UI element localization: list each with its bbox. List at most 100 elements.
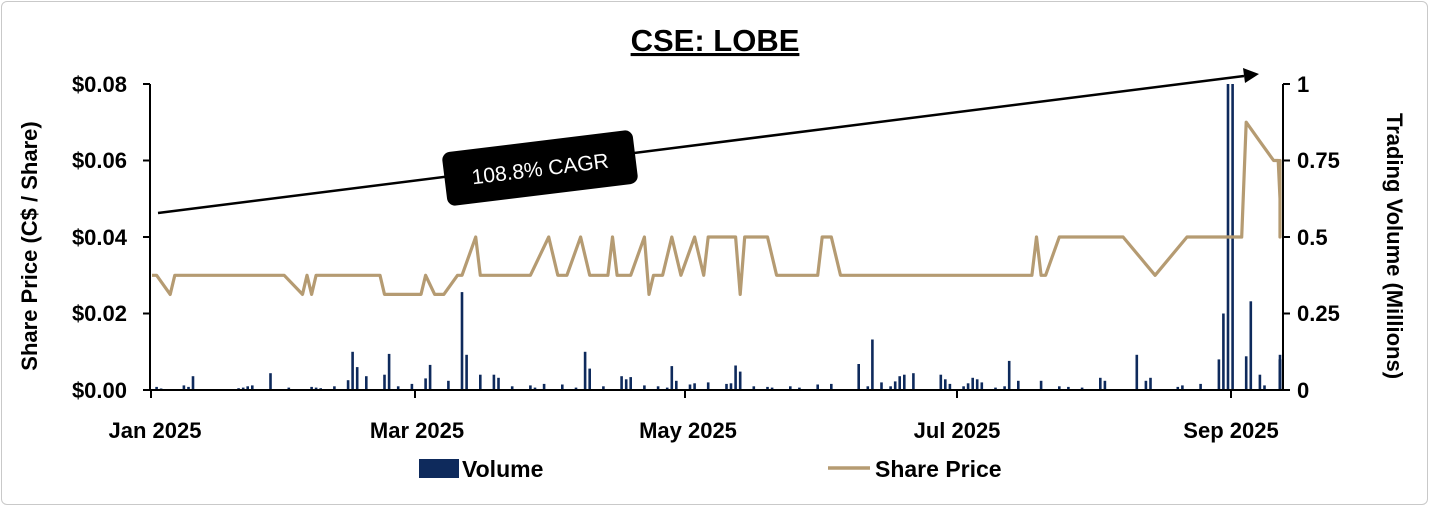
volume-bar: [510, 386, 514, 390]
volume-bar: [460, 292, 464, 390]
volume-bar: [656, 386, 660, 390]
volume-bar: [1144, 380, 1148, 390]
volume-bar: [1017, 380, 1020, 390]
volume-bar: [574, 387, 578, 390]
volume-bar: [912, 373, 915, 390]
volume-bar: [980, 382, 984, 390]
volume-bar: [1217, 359, 1221, 390]
volume-bar: [447, 380, 450, 390]
x-tick-label: Jul 2025: [914, 418, 1001, 443]
volume-bar: [355, 367, 359, 390]
volume-bar: [734, 365, 737, 390]
volume-bar: [738, 371, 742, 390]
y-left-tick-label: $0.06: [72, 148, 127, 173]
volume-bar: [1176, 386, 1180, 390]
volume-bar: [620, 376, 623, 390]
volume-bar: [1222, 313, 1225, 390]
volume-bar: [1007, 360, 1011, 390]
cagr-annotation-box: [442, 130, 638, 206]
y-right-tick-label: 0.5: [1297, 225, 1328, 250]
volume-bar: [1278, 379, 1282, 390]
y-right-tick-label: 0: [1297, 378, 1309, 403]
legend: Volume Share Price: [419, 456, 1002, 482]
volume-bar: [387, 353, 391, 390]
volume-bar: [479, 374, 482, 390]
volume-bar: [624, 379, 628, 390]
volume-bar: [975, 379, 979, 390]
volume-bar: [1003, 386, 1006, 390]
volume-bar: [857, 364, 860, 390]
volume-bar: [729, 383, 733, 390]
volume-bar: [533, 387, 537, 390]
volume-bar: [688, 384, 692, 390]
volume-bar: [1135, 354, 1139, 390]
cagr-trend-line: [157, 74, 1245, 215]
volume-bar: [971, 377, 974, 390]
x-tick-label: Sep 2025: [1183, 418, 1278, 443]
y-left-tick-label: $0.08: [72, 72, 127, 97]
volume-bar: [898, 376, 901, 390]
volume-bar: [602, 386, 605, 390]
volume-bar: [529, 385, 532, 390]
volume-bar: [1181, 385, 1184, 390]
y-right-tick-label: 1: [1297, 72, 1309, 97]
volume-bar: [428, 364, 432, 390]
volume-bar: [424, 378, 427, 390]
y-left-tick-label: $0.00: [72, 378, 127, 403]
volume-bar: [251, 385, 254, 390]
legend-volume-swatch: [419, 459, 459, 478]
volume-bar: [1258, 374, 1262, 390]
volume-bar: [396, 386, 400, 390]
volume-bars: [155, 84, 1282, 391]
volume-bar: [310, 386, 313, 390]
volume-bar: [561, 384, 564, 390]
volume-bar: [465, 354, 468, 390]
volume-bar: [643, 385, 646, 390]
volume-bar: [866, 386, 870, 390]
volume-bar: [351, 351, 354, 391]
volume-bar: [1039, 380, 1043, 390]
volume-bar: [492, 374, 496, 390]
volume-bar: [191, 376, 195, 390]
volume-bar: [1278, 364, 1282, 390]
volume-bar: [629, 377, 632, 390]
volume-bar: [497, 377, 500, 390]
volume-bar: [871, 339, 874, 390]
volume-bar: [706, 382, 710, 390]
volume-bar: [1099, 377, 1102, 390]
volume-bar: [1149, 377, 1152, 390]
volume-bar: [830, 383, 833, 390]
volume-bar: [670, 366, 674, 390]
volume-bar: [675, 380, 678, 390]
volume-bar: [241, 387, 245, 390]
volume-bar: [583, 351, 587, 391]
volume-bar: [588, 368, 591, 390]
left-tick-marks: [143, 83, 150, 391]
volume-bar: [893, 381, 897, 390]
y-right-axis-title: Trading Volume (Millions): [1382, 113, 1407, 379]
volume-bar: [665, 387, 669, 390]
y-left-axis-title: Share Price (C$ / Share): [17, 121, 42, 370]
volume-bar: [889, 386, 892, 390]
volume-bar: [269, 373, 272, 390]
x-tick-label: May 2025: [639, 418, 737, 443]
volume-bar: [770, 387, 774, 390]
volume-bar: [693, 383, 696, 390]
y-left-tick-label: $0.02: [72, 301, 127, 326]
volume-bar: [187, 386, 190, 390]
y-left-tick-label: $0.04: [72, 225, 128, 250]
volume-bar: [944, 379, 947, 390]
volume-bar: [1080, 387, 1084, 390]
volume-bar: [903, 374, 906, 390]
volume-bar: [994, 387, 997, 390]
volume-bar: [798, 387, 801, 390]
y-right-tick-label: 0.25: [1297, 301, 1340, 326]
volume-bar: [789, 386, 792, 390]
volume-bar: [948, 383, 952, 390]
volume-bar: [346, 380, 350, 390]
volume-bar: [1249, 301, 1253, 390]
volume-bar: [365, 376, 368, 390]
cagr-annotation: 108.8% CAGR: [442, 130, 638, 206]
x-tick-marks: [150, 390, 1232, 398]
volume-bar: [880, 382, 883, 390]
